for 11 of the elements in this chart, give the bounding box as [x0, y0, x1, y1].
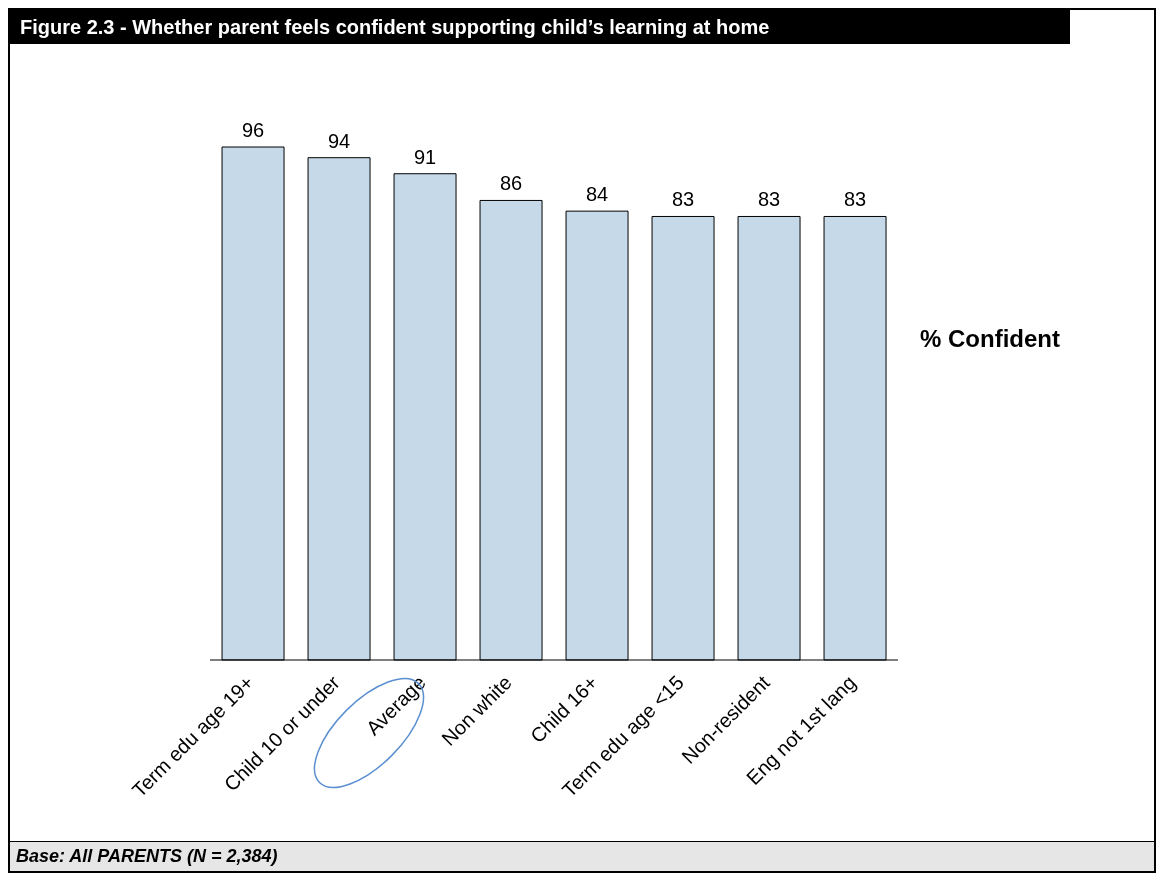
- data-label: 94: [327, 129, 351, 152]
- text: Base: All PARENTS (N = 2,384): [10, 841, 1154, 871]
- chart-title: Figure 2.3 - Whether parent feels confident supporting child’s learning at home: [10, 10, 1070, 44]
- data-label: 86: [499, 172, 523, 195]
- data-label: 84: [585, 183, 609, 206]
- data-label: 83: [757, 188, 781, 211]
- data-label: 83: [843, 188, 867, 211]
- data-label: 83: [671, 188, 695, 211]
- data-label: 91: [413, 145, 437, 168]
- data-label: 96: [241, 119, 265, 141]
- y-axis-title: % Confident: [920, 325, 1060, 353]
